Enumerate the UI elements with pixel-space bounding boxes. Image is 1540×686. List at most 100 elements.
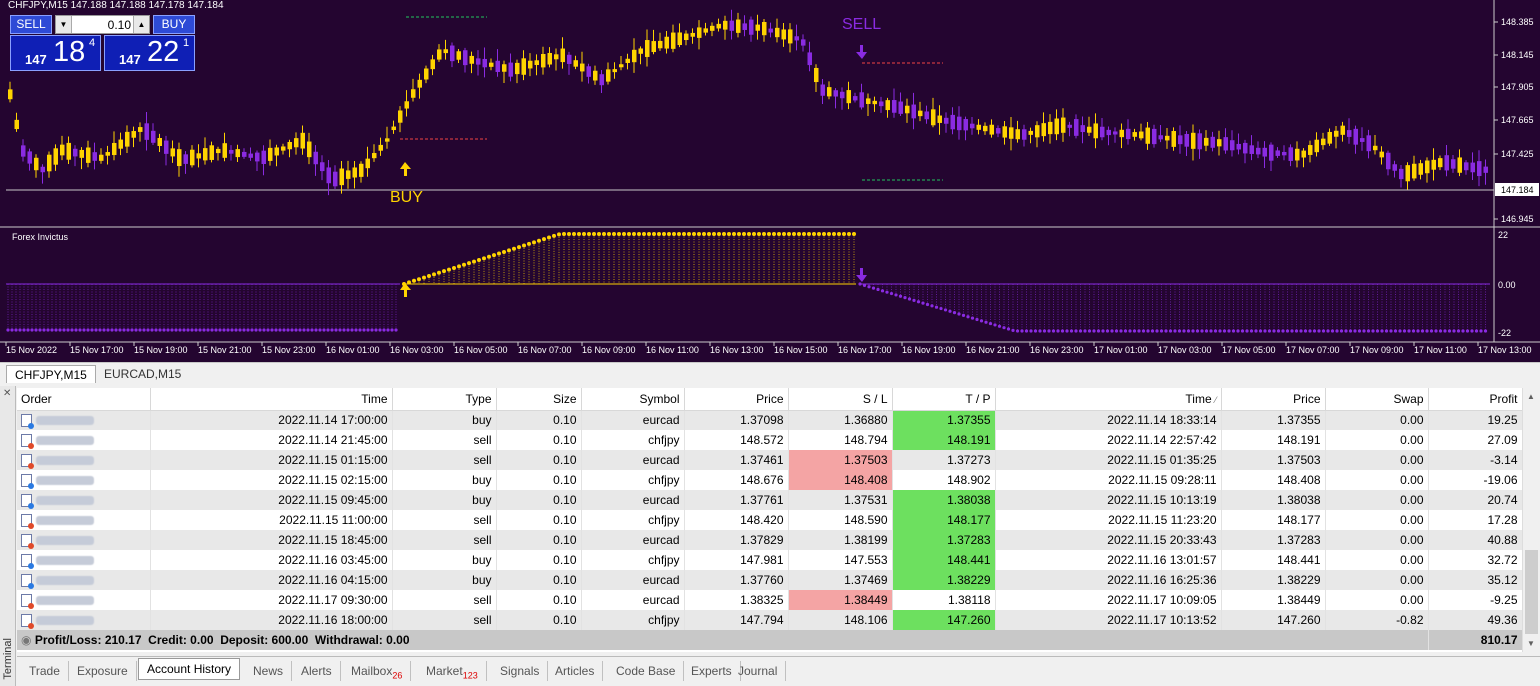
scrollbar-thumb[interactable]	[1525, 550, 1538, 634]
tab-label: Account History	[147, 662, 232, 676]
indicator-dot-bear	[282, 328, 286, 332]
sell-price-box[interactable]: 147 18 4	[10, 35, 101, 71]
volume-field[interactable]: ▼ 0.10 ▲	[55, 15, 150, 34]
col-header-sl[interactable]: S / L	[788, 388, 893, 411]
close-time-cell: 2022.11.16 13:01:57	[995, 550, 1222, 570]
col-header-symbol[interactable]: Symbol	[581, 388, 685, 411]
indicator-dot-bear	[94, 328, 98, 332]
price-tick-label: 147.905	[1501, 82, 1534, 92]
close-icon[interactable]: ✕	[3, 388, 12, 399]
sell-button[interactable]: SELL	[10, 15, 52, 34]
tab-journal[interactable]: Journal	[730, 661, 787, 681]
price-cell: 1.37760	[684, 570, 789, 590]
scroll-down-icon[interactable]: ▼	[1527, 639, 1535, 648]
col-header-profit[interactable]: Profit	[1428, 388, 1522, 411]
bull-candle	[723, 20, 728, 30]
scroll-up-icon[interactable]: ▲	[1527, 392, 1535, 401]
col-header-time[interactable]: Time	[150, 388, 393, 411]
indicator-dot-bear	[338, 328, 342, 332]
col-header-price[interactable]: Price	[684, 388, 789, 411]
table-row[interactable]: 2022.11.14 17:00:00 buy 0.10 eurcad 1.37098 1…	[17, 410, 1522, 430]
bull-candle	[1340, 125, 1345, 135]
time-tick-label: 16 Nov 11:00	[646, 345, 699, 355]
order-cell	[17, 470, 151, 490]
bull-candle	[1295, 148, 1300, 161]
bear-candle	[924, 111, 929, 120]
col-header-swap[interactable]: Swap	[1325, 388, 1429, 411]
col-header-type[interactable]: Type	[392, 388, 497, 411]
price-cell: 147.981	[684, 550, 789, 570]
chart-canvas[interactable]: 148.385 148.145 147.905 147.665 147.425 146.9…	[0, 0, 1540, 362]
indicator-dot-bear	[1200, 329, 1204, 333]
chart-tab-chfjpy[interactable]: CHFJPY,M15	[6, 365, 96, 383]
tab-experts[interactable]: Experts	[683, 661, 741, 681]
table-row[interactable]: 2022.11.16 18:00:00 sell 0.10 chfjpy 147.794…	[17, 610, 1522, 630]
bull-candle	[788, 29, 793, 44]
bull-candle	[268, 147, 273, 161]
indicator-dot-bear	[90, 328, 94, 332]
tab-trade[interactable]: Trade	[21, 661, 69, 681]
tab-mailbox[interactable]: Mailbox26	[343, 661, 412, 681]
indicator-dot-bear	[354, 328, 358, 332]
table-row[interactable]: 2022.11.14 21:45:00 sell 0.10 chfjpy 148.572…	[17, 430, 1522, 450]
close-time-cell: 2022.11.16 16:25:36	[995, 570, 1222, 590]
table-row[interactable]: 2022.11.15 02:15:00 buy 0.10 chfjpy 148.676 1…	[17, 470, 1522, 490]
table-row[interactable]: 2022.11.15 01:15:00 sell 0.10 eurcad 1.37461…	[17, 450, 1522, 470]
table-row[interactable]: 2022.11.16 03:45:00 buy 0.10 chfjpy 147.981 1…	[17, 550, 1522, 570]
indicator-dot-bull	[667, 232, 671, 236]
col-header-size[interactable]: Size	[496, 388, 582, 411]
volume-decrease-icon[interactable]: ▼	[56, 16, 72, 33]
buy-button[interactable]: BUY	[153, 15, 195, 34]
table-row[interactable]: 2022.11.17 09:30:00 sell 0.10 eurcad 1.38325…	[17, 590, 1522, 610]
indicator-dot-bear	[1339, 329, 1344, 333]
indicator-dot-bear	[1038, 329, 1042, 333]
price-cell: 1.38325	[684, 590, 789, 610]
table-row[interactable]: 2022.11.15 11:00:00 sell 0.10 chfjpy 148.420…	[17, 510, 1522, 530]
bull-candle	[287, 141, 292, 150]
table-header: Order Time Type Size Symbol Price S / L …	[17, 388, 1522, 411]
table-row[interactable]: 2022.11.15 18:45:00 sell 0.10 eurcad 1.37829…	[17, 530, 1522, 550]
tab-articles[interactable]: Articles	[547, 661, 604, 681]
tab-account-history[interactable]: Account History	[138, 658, 241, 680]
tab-news[interactable]: News	[245, 661, 293, 681]
table-row[interactable]: 2022.11.15 09:45:00 buy 0.10 eurcad 1.37761 1…	[17, 490, 1522, 510]
indicator-dot-bull	[632, 232, 636, 236]
indicator-dot-bull	[452, 265, 456, 270]
bull-candle	[664, 36, 669, 49]
tab-alerts[interactable]: Alerts	[293, 661, 341, 681]
chart-tab-eurcad[interactable]: EURCAD,M15	[104, 367, 182, 381]
price-chart[interactable]: 148.385 148.145 147.905 147.665 147.425 146.9…	[0, 0, 1540, 362]
col-header-close-price[interactable]: Price	[1221, 388, 1326, 411]
terminal-label: Terminal	[2, 638, 14, 680]
indicator-dot-bull	[727, 232, 731, 236]
bear-candle	[255, 152, 260, 162]
indicator-dot-bear	[1015, 329, 1020, 333]
volume-value[interactable]: 0.10	[107, 18, 131, 32]
indicator-dot-bear	[1110, 329, 1114, 333]
indicator-dot-bull	[847, 232, 851, 236]
tab-exposure[interactable]: Exposure	[69, 661, 137, 681]
indicator-dot-bear	[1240, 329, 1245, 333]
col-header-close-time[interactable]: Time ⁄	[995, 388, 1222, 411]
table-row[interactable]: 2022.11.16 04:15:00 buy 0.10 eurcad 1.37760 1…	[17, 570, 1522, 590]
tab-signals[interactable]: Signals	[492, 661, 549, 681]
bear-candle	[151, 130, 156, 143]
col-header-order[interactable]: Order	[17, 388, 151, 411]
bull-candle	[14, 119, 19, 130]
tab-code-base[interactable]: Code Base	[608, 661, 685, 681]
bull-candle	[274, 147, 279, 156]
bear-candle	[749, 19, 754, 35]
close-time-cell: 2022.11.14 22:57:42	[995, 430, 1222, 450]
indicator-dot-bear	[206, 328, 210, 332]
indicator-dot-bear	[1137, 329, 1141, 333]
indicator-dot-bull	[687, 232, 691, 236]
account-history-table[interactable]: Order Time Type Size Symbol Price S / L …	[17, 388, 1522, 652]
vertical-scrollbar[interactable]: ▲ ▼	[1522, 388, 1539, 652]
time-tick-label: 17 Nov 13:00	[1478, 345, 1532, 355]
buy-price-box[interactable]: 147 22 1	[104, 35, 195, 71]
redacted-order-number	[36, 496, 94, 506]
bull-candle	[612, 69, 617, 73]
volume-increase-icon[interactable]: ▲	[133, 16, 149, 33]
col-header-tp[interactable]: T / P	[892, 388, 996, 411]
tab-market[interactable]: Market123	[418, 661, 487, 681]
